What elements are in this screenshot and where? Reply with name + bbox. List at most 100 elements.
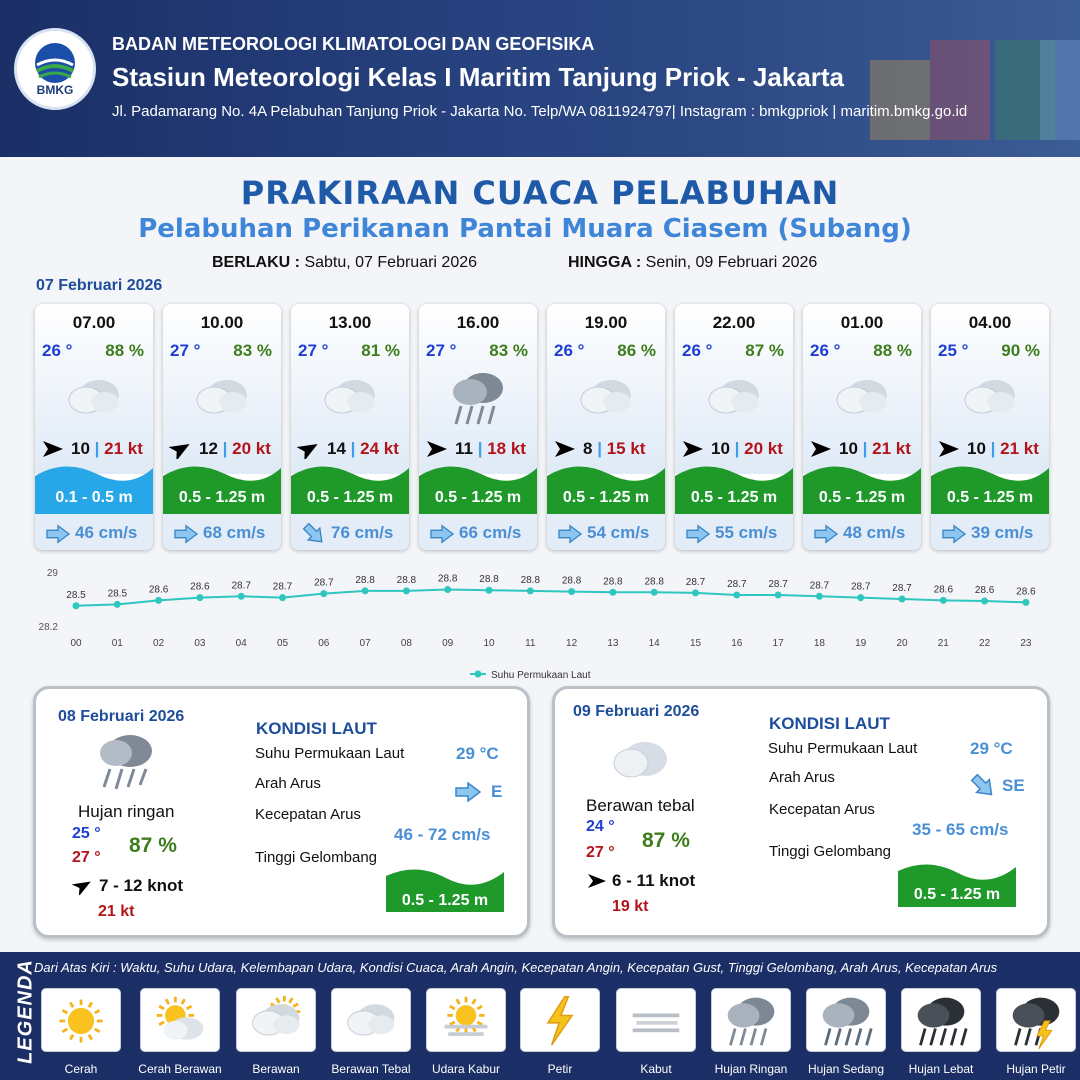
day1-current-speed-label: Kecepatan Arus [255,806,361,823]
separator-bar: | [734,439,740,458]
sst-data-point [815,592,823,600]
x-tick-label: 04 [236,638,248,649]
wind-direction-arrow-icon [296,439,321,461]
x-tick-label: 15 [690,638,702,649]
day2-temp-max: 27 ° [586,844,615,861]
sst-data-point [774,591,782,599]
hujan-ringan-icon [100,735,152,790]
card-current-speed: 55 cm/s [715,523,778,542]
card-time: 10.00 [200,313,244,332]
sst-data-label: 28.7 [231,580,251,591]
wave-graphic [419,466,537,514]
sst-data-label: 28.7 [768,579,788,590]
legend-bar: LEGENDA Dari Atas Kiri : Waktu, Suhu Uda… [0,952,1080,1080]
card-wave-height: 0.5 - 1.25 m [434,489,522,506]
card-temperature: 27 ° [426,341,457,360]
day2-wave-graphic [898,864,1016,907]
day1-temp-min: 25 ° [72,825,101,842]
banner-decoration [870,60,930,140]
forecast-card: 07.00 26 ° 88 % 10 | 21 kt 0.1 - 0.5 m 4… [35,304,153,550]
sst-data-label: 28.8 [562,576,582,587]
legend-item-label: Cerah Berawan [138,1062,222,1076]
legend-label: Suhu Permukaan Laut [491,670,591,681]
banner-decoration [1040,40,1080,140]
sst-data-point [981,597,989,605]
valid-to: HINGGA : Senin, 09 Februari 2026 [568,254,817,272]
card-humidity: 87 % [745,341,784,360]
card-time: 04.00 [968,313,1012,332]
x-tick-label: 07 [360,638,372,649]
wave-graphic [931,466,1049,514]
separator-bar: | [350,439,356,458]
wind-direction-arrow-icon [425,439,449,459]
card-current: 68 cm/s [163,514,281,550]
x-tick-label: 01 [112,638,124,649]
card-current-speed: 54 cm/s [587,523,650,542]
sst-data-label: 28.7 [810,580,830,591]
card-current-speed: 39 cm/s [971,523,1034,542]
sst-data-label: 28.8 [603,576,623,587]
card-wind-speed: 14 [327,439,346,458]
sst-data-label: 28.6 [149,584,169,595]
udara-kabur-icon [426,988,506,1052]
wind-direction-arrow-icon [937,439,961,459]
sst-data-point [320,590,328,598]
hujan-petir-icon [996,988,1076,1052]
card-gust: 21 kt [872,439,911,458]
current-direction-arrow-icon [813,523,839,544]
card-humidity: 83 % [489,341,528,360]
card-wind: 14 | 24 kt [296,438,407,461]
day2-wind-arrow-icon [588,874,606,888]
separator-bar: | [94,439,100,458]
berawan-tebal-icon [613,742,667,778]
x-tick-label: 18 [814,638,826,649]
sst-data-point [444,586,452,594]
legend-item-label: Hujan Lebat [908,1062,974,1076]
card-temperature: 26 ° [810,341,841,360]
day2-humidity: 87 % [642,829,690,852]
card-wind: 10 | 21 kt [41,438,151,460]
sst-data-label: 28.8 [479,574,499,585]
card-gust: 15 kt [606,439,646,458]
berawan-tebal-icon [187,368,257,428]
card-wave-height: 0.5 - 1.25 m [690,489,778,506]
day2-date: 09 Februari 2026 [573,703,700,720]
berawan-tebal-icon [699,368,769,428]
day1-date: 08 Februari 2026 [58,708,185,725]
day1-current-speed-value: 46 - 72 cm/s [394,825,491,844]
card-current: 76 cm/s [291,514,409,550]
x-tick-label: 10 [483,638,495,649]
x-tick-label: 13 [607,638,619,649]
card-wind: 10 | 21 kt [809,438,919,460]
sst-data-point [155,596,163,604]
card-time: 07.00 [72,313,116,332]
card-gust: 20 kt [744,439,783,458]
card-wind-speed: 12 [199,439,218,458]
card-temperature: 26 ° [554,341,585,360]
berawan-tebal-icon [331,988,411,1052]
sst-data-label: 28.5 [66,590,86,601]
card-current-speed: 68 cm/s [203,523,266,542]
hujan-lebat-icon [901,988,981,1052]
berawan-tebal-icon [315,368,385,428]
card-temperature: 26 ° [682,341,713,360]
sst-data-point [402,587,410,595]
wind-direction-arrow-icon [809,439,833,459]
berawan-icon [236,988,316,1052]
valid-to-label: HINGGA : [568,254,642,271]
x-tick-label: 09 [442,638,454,649]
station-name: Stasiun Meteorologi Kelas I Maritim Tanj… [112,62,845,92]
x-tick-label: 14 [649,638,661,649]
current-direction-arrow-icon [941,523,967,544]
sst-data-point [526,587,534,595]
day2-current-dir-label: Arah Arus [769,769,835,786]
berawan-tebal-icon [955,368,1025,428]
day2-gust: 19 kt [612,898,649,915]
card-wave-height: 0.5 - 1.25 m [306,489,394,506]
legend-item-label: Hujan Ringan [714,1062,788,1076]
valid-to-value: Senin, 09 Februari 2026 [645,254,818,271]
wave-graphic [291,466,409,514]
wind-direction-arrow-icon [41,439,65,459]
separator-bar: | [222,439,228,458]
sst-data-label: 28.5 [108,588,128,599]
